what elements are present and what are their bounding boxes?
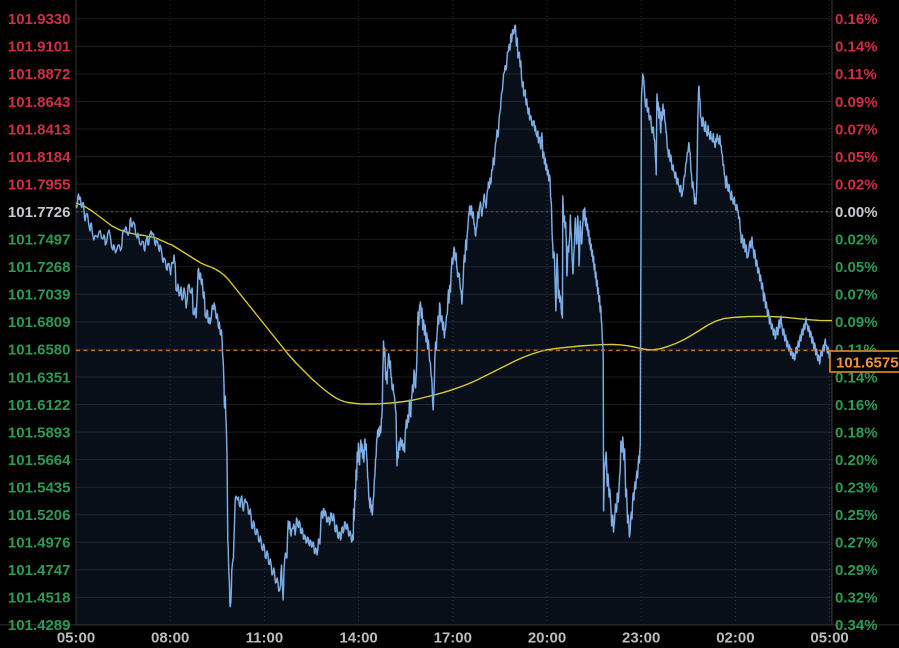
svg-text:101.6809: 101.6809 — [8, 314, 71, 331]
svg-text:101.7039: 101.7039 — [8, 287, 71, 304]
svg-text:101.8643: 101.8643 — [8, 94, 71, 111]
svg-text:101.6575: 101.6575 — [836, 355, 899, 372]
svg-text:101.5893: 101.5893 — [8, 424, 71, 441]
svg-text:0.14%: 0.14% — [835, 39, 878, 56]
svg-text:101.7497: 101.7497 — [8, 232, 71, 249]
svg-text:101.7268: 101.7268 — [8, 259, 71, 276]
svg-text:0.02%: 0.02% — [835, 232, 878, 249]
svg-text:02:00: 02:00 — [716, 630, 754, 647]
svg-text:0.23%: 0.23% — [835, 480, 878, 497]
svg-text:0.05%: 0.05% — [835, 259, 878, 276]
svg-text:0.09%: 0.09% — [835, 94, 878, 111]
svg-text:0.34%: 0.34% — [835, 617, 878, 634]
svg-text:23:00: 23:00 — [622, 630, 660, 647]
svg-text:101.8872: 101.8872 — [8, 66, 71, 83]
svg-text:0.07%: 0.07% — [835, 287, 878, 304]
svg-text:101.4976: 101.4976 — [8, 535, 71, 552]
svg-text:0.29%: 0.29% — [835, 562, 878, 579]
svg-text:101.4518: 101.4518 — [8, 590, 71, 607]
svg-text:101.5664: 101.5664 — [8, 452, 71, 469]
svg-text:0.20%: 0.20% — [835, 452, 878, 469]
svg-text:05:00: 05:00 — [57, 630, 95, 647]
svg-text:17:00: 17:00 — [434, 630, 472, 647]
svg-text:0.16%: 0.16% — [835, 11, 878, 28]
svg-text:0.27%: 0.27% — [835, 535, 878, 552]
svg-text:0.14%: 0.14% — [835, 369, 878, 386]
svg-text:0.16%: 0.16% — [835, 397, 878, 414]
svg-text:11:00: 11:00 — [246, 630, 284, 647]
svg-text:20:00: 20:00 — [528, 630, 566, 647]
svg-text:101.5435: 101.5435 — [8, 480, 71, 497]
svg-text:101.4289: 101.4289 — [8, 617, 71, 634]
svg-text:101.9101: 101.9101 — [8, 39, 71, 56]
svg-text:101.8413: 101.8413 — [8, 121, 71, 138]
svg-text:0.25%: 0.25% — [835, 507, 878, 524]
svg-text:101.9330: 101.9330 — [8, 11, 71, 28]
svg-text:101.5206: 101.5206 — [8, 507, 71, 524]
svg-text:101.6351: 101.6351 — [8, 369, 71, 386]
svg-text:05:00: 05:00 — [810, 630, 848, 647]
svg-text:101.7726: 101.7726 — [8, 204, 71, 221]
svg-text:0.32%: 0.32% — [835, 590, 878, 607]
svg-text:101.7955: 101.7955 — [8, 176, 71, 193]
svg-text:0.11%: 0.11% — [835, 66, 877, 83]
svg-text:101.4747: 101.4747 — [8, 562, 71, 579]
svg-text:0.05%: 0.05% — [835, 149, 878, 166]
svg-text:0.02%: 0.02% — [835, 176, 878, 193]
svg-text:101.6580: 101.6580 — [8, 342, 71, 359]
svg-text:101.6122: 101.6122 — [8, 397, 71, 414]
svg-text:14:00: 14:00 — [339, 630, 377, 647]
svg-text:0.18%: 0.18% — [835, 424, 878, 441]
svg-text:0.07%: 0.07% — [835, 121, 878, 138]
svg-text:08:00: 08:00 — [151, 630, 189, 647]
svg-text:0.09%: 0.09% — [835, 314, 878, 331]
svg-text:101.8184: 101.8184 — [8, 149, 71, 166]
svg-text:0.00%: 0.00% — [835, 204, 878, 221]
